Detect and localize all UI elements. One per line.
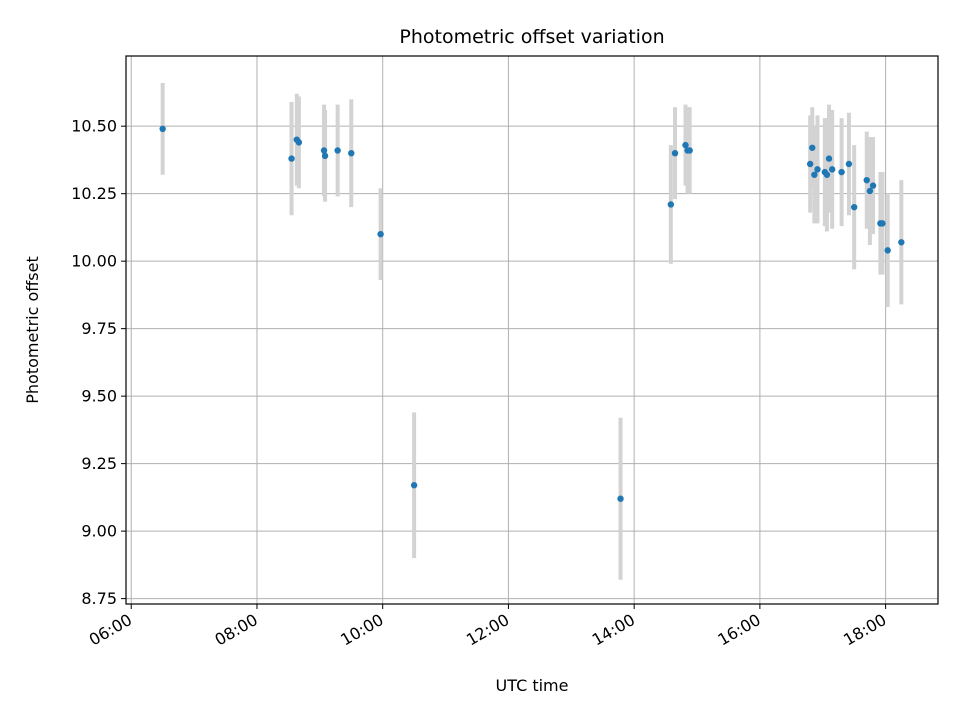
data-point [866, 187, 874, 195]
data-point [334, 147, 341, 154]
data-point [410, 482, 418, 489]
y-axis-label: Photometric offset [23, 256, 42, 404]
chart-title: Photometric offset variation [399, 26, 664, 48]
data-point [667, 201, 675, 208]
grid-layer [126, 56, 938, 604]
plot-frame [125, 55, 939, 605]
data-point [879, 220, 886, 227]
data-point [682, 141, 689, 149]
data-point [686, 147, 693, 154]
data-point [898, 239, 905, 246]
x-axis-label: UTC time [496, 676, 569, 695]
data-point [828, 166, 836, 173]
data-point [806, 160, 814, 168]
data-point [617, 495, 624, 502]
y-tick-label: 8.75 [81, 589, 117, 608]
y-tick-label: 9.75 [81, 319, 117, 338]
data-point [845, 160, 853, 168]
data-point [823, 171, 831, 178]
y-tick-label: 10.50 [71, 117, 117, 136]
data-point [850, 203, 858, 211]
data-point [295, 139, 303, 146]
data-point [814, 166, 821, 173]
data-point [825, 155, 833, 162]
y-tick-label: 9.00 [81, 522, 117, 541]
data-point [884, 247, 891, 254]
data-point-layer [159, 125, 905, 502]
data-point [348, 149, 355, 157]
y-tick-label: 9.50 [81, 387, 117, 406]
data-point [838, 168, 845, 176]
data-point [159, 125, 166, 133]
data-point [671, 149, 679, 157]
data-point [320, 147, 328, 154]
y-tick-label: 9.25 [81, 454, 117, 473]
data-point [288, 155, 295, 162]
y-tick-label: 10.00 [71, 252, 117, 271]
data-point [811, 171, 818, 178]
data-point [321, 152, 329, 160]
data-point [377, 230, 384, 238]
y-axis: 8.75 9.00 9.25 9.50 9.75 10.00 10.25 10.50 [71, 117, 126, 608]
data-point [869, 182, 877, 189]
data-point [863, 176, 870, 184]
y-tick-label: 10.25 [71, 184, 117, 203]
data-point [809, 144, 816, 151]
